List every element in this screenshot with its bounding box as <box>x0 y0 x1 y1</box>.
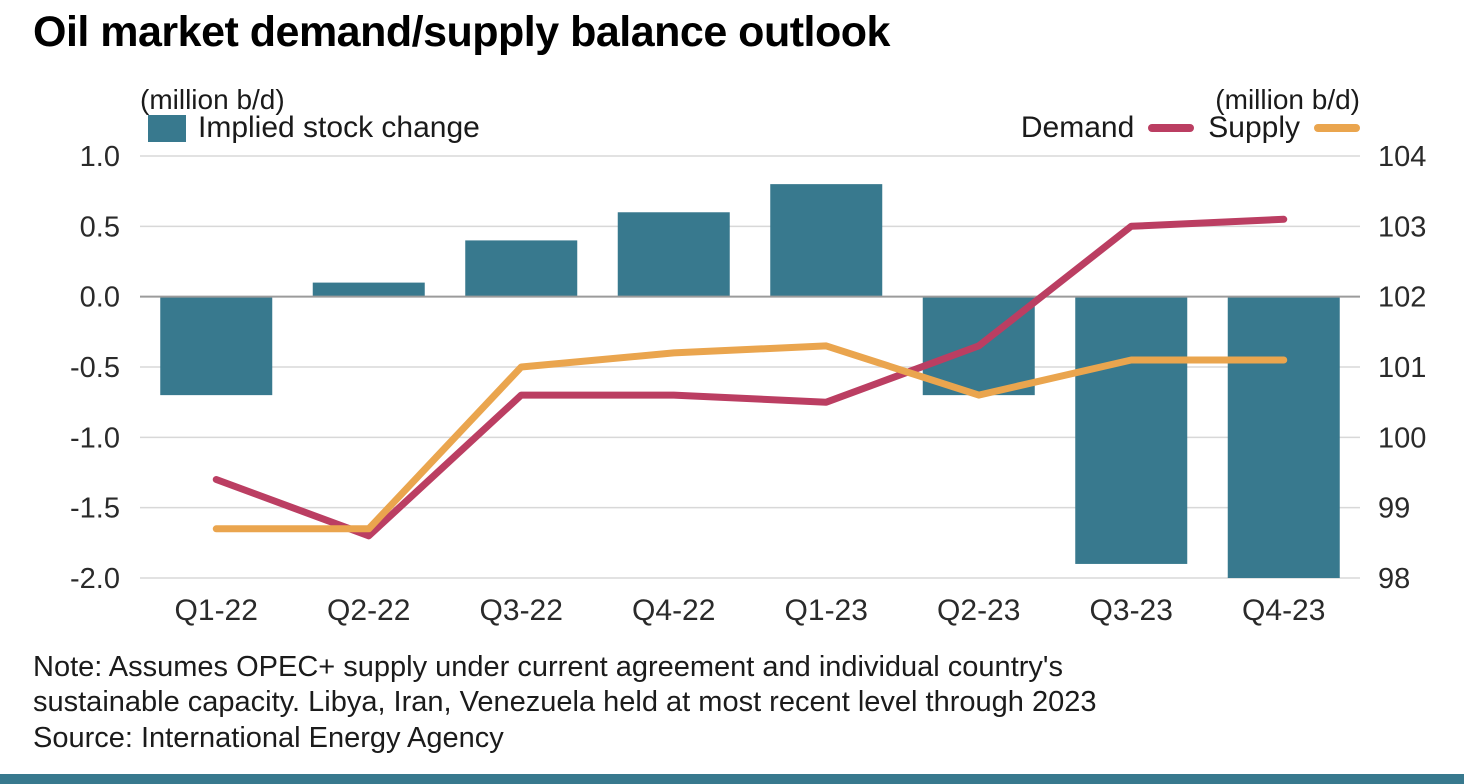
implied-stock-change-bar <box>1227 296 1340 578</box>
left-axis-tick: -1.5 <box>70 493 120 525</box>
x-axis-tick: Q1-22 <box>175 594 258 627</box>
implied-stock-change-bar <box>465 240 578 297</box>
left-axis-tick: 0.0 <box>80 282 120 314</box>
left-axis-tick: 0.5 <box>80 211 120 243</box>
left-axis-tick: -1.0 <box>70 422 120 454</box>
x-axis-tick: Q4-22 <box>632 594 715 627</box>
legend-implied-stock-change: Implied stock change <box>148 113 480 143</box>
right-axis-tick: 100 <box>1378 422 1426 454</box>
demand-line <box>212 215 1288 540</box>
x-axis-tick: Q2-23 <box>937 594 1020 627</box>
implied-stock-change-bar <box>617 212 730 297</box>
combo-chart: 1.0 0.5 0.0 -0.5 -1.0 -1.5 -2.0 104 103 102 101 100… <box>70 141 1426 627</box>
right-axis-tick: 101 <box>1378 352 1426 384</box>
right-axis-tick: 98 <box>1378 563 1410 595</box>
supply-line <box>212 342 1288 533</box>
right-axis-tick: 103 <box>1378 211 1426 243</box>
demand-line-swatch <box>1148 124 1195 132</box>
left-axis-unit-label: (million b/d) <box>140 84 285 115</box>
implied-stock-change-bar <box>160 296 273 396</box>
right-axis-tick: 104 <box>1378 141 1426 173</box>
implied-stock-change-bar <box>312 282 425 297</box>
footer-accent-bar <box>0 774 1464 784</box>
x-axis-tick: Q3-23 <box>1090 594 1173 627</box>
implied-stock-change-bar <box>770 184 883 297</box>
chart-title: Oil market demand/supply balance outlook <box>33 8 890 56</box>
right-axis-unit-label: (million b/d) <box>1215 84 1360 115</box>
x-axis-tick: Q2-22 <box>327 594 410 627</box>
implied-stock-change-label: Implied stock change <box>198 111 480 144</box>
source-text: Source: International Energy Agency <box>33 722 504 754</box>
note-text: Note: Assumes OPEC+ supply under current… <box>33 651 1097 718</box>
legend-lines: Demand Supply <box>1021 113 1360 143</box>
x-axis-tick: Q3-22 <box>480 594 563 627</box>
x-axis-tick: Q4-23 <box>1242 594 1325 627</box>
implied-stock-change-swatch <box>148 114 186 142</box>
supply-line-swatch <box>1314 124 1360 132</box>
demand-legend-label: Demand <box>1020 111 1135 144</box>
left-axis-tick: -2.0 <box>70 563 120 595</box>
left-axis-tick: 1.0 <box>80 141 120 173</box>
supply-legend-label: Supply <box>1208 111 1300 144</box>
left-axis-tick: -0.5 <box>70 352 120 384</box>
x-axis-tick: Q1-23 <box>785 594 868 627</box>
right-axis-tick: 102 <box>1378 282 1426 314</box>
right-axis-tick: 99 <box>1378 493 1410 525</box>
implied-stock-change-bar <box>1075 296 1188 564</box>
